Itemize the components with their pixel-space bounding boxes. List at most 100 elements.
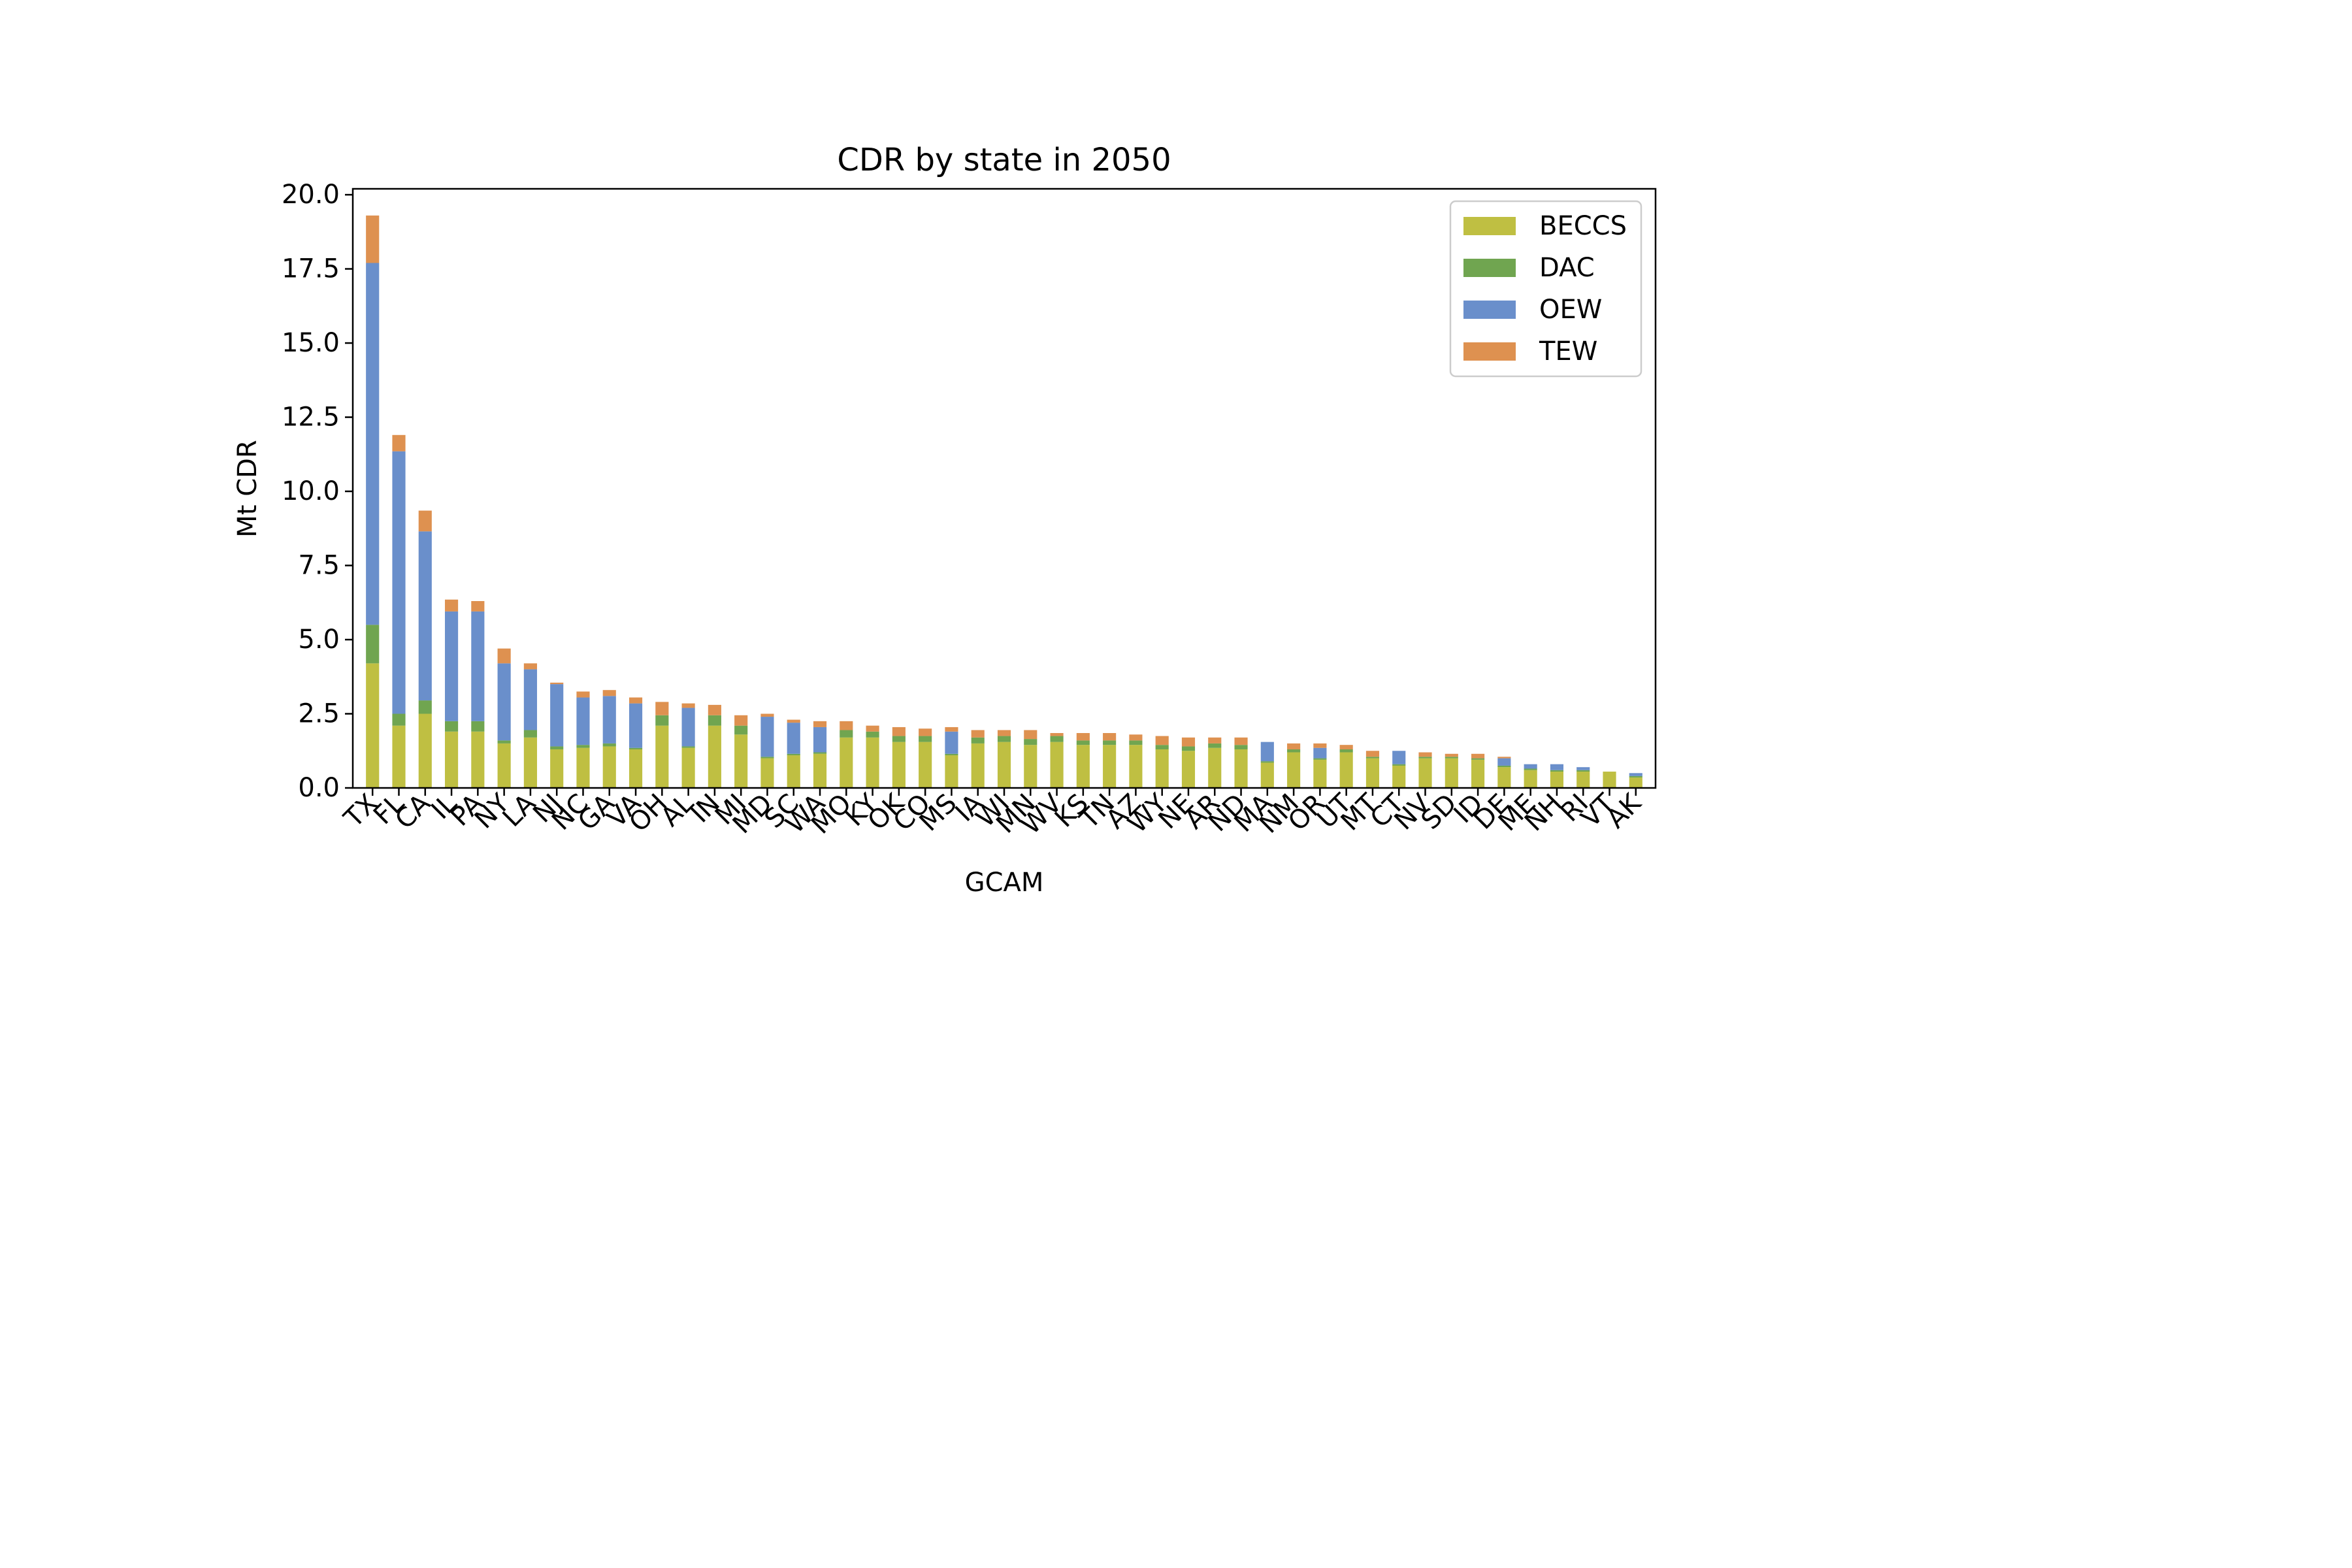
bar-segment-tew-wy	[1155, 736, 1169, 745]
bar-segment-oew-md	[760, 717, 774, 757]
bar-stacks	[366, 215, 1642, 788]
bar-segment-beccs-ga	[602, 746, 616, 788]
bar-segment-dac-ma	[1260, 761, 1274, 763]
bar-segment-dac-nj	[550, 746, 564, 749]
bar-segment-dac-me	[1524, 768, 1537, 770]
bar-segment-tew-tn	[1103, 733, 1117, 741]
x-axis-label: GCAM	[965, 868, 1044, 898]
bar-segment-tew-ar	[1208, 737, 1222, 743]
legend-label-oew: OEW	[1539, 295, 1602, 325]
bar-segment-beccs-mt	[1365, 758, 1380, 788]
bar-segment-tew-sc	[787, 719, 800, 723]
bar-segment-dac-sd	[1445, 757, 1458, 759]
y-tick-label: 5.0	[298, 625, 340, 655]
bar-segment-beccs-az	[1129, 745, 1143, 788]
bar-segment-beccs-tn	[1103, 745, 1117, 788]
bar-segment-tew-ca	[418, 510, 432, 532]
bar-segment-dac-wa	[813, 752, 827, 754]
bar-segment-dac-il	[444, 721, 459, 732]
bar-segment-oew-wa	[813, 727, 827, 753]
bar-segment-beccs-ia	[971, 743, 985, 788]
bar-segment-beccs-wy	[1155, 749, 1169, 788]
bar-segment-beccs-il	[444, 731, 459, 788]
y-tick-label: 15.0	[282, 328, 340, 358]
bar-segment-tew-mo	[840, 721, 853, 730]
bar-segment-tew-ny	[497, 648, 511, 664]
bar-segment-beccs-ms	[945, 755, 958, 788]
bar-segment-oew-de	[1497, 758, 1511, 766]
bar-segment-tew-fl	[392, 434, 406, 451]
bar-segment-oew-pa	[471, 611, 485, 721]
bar-segment-tew-ne	[1181, 737, 1196, 747]
bar-segment-dac-mo	[840, 730, 853, 738]
bar-segment-oew-fl	[392, 451, 406, 714]
bar-segment-beccs-me	[1524, 770, 1537, 788]
bar-segment-beccs-al	[681, 747, 695, 788]
bar-segment-tew-ga	[602, 690, 616, 696]
bar-segment-dac-fl	[392, 713, 406, 726]
y-axis-ticks: 0.0 2.5 5.0 7.5 10.0 12.5 15.0 17.5 20.0	[282, 180, 353, 803]
bar-segment-beccs-md	[760, 758, 774, 788]
bar-segment-dac-oh	[655, 715, 669, 726]
legend-swatch-beccs	[1463, 217, 1516, 235]
legend: BECCS DAC OEW TEW	[1449, 200, 1642, 378]
bar-segment-dac-wi	[997, 736, 1011, 742]
bar-segment-dac-ga	[602, 743, 616, 747]
bar-segment-oew-ny	[497, 663, 511, 741]
bar-segment-beccs-ct	[1392, 765, 1406, 788]
bar-segment-tew-mi	[734, 715, 748, 726]
bar-segment-dac-la	[523, 730, 537, 738]
bar-segment-oew-ct	[1392, 751, 1406, 764]
bar-segment-beccs-mi	[734, 734, 748, 788]
bar-segment-oew-la	[523, 669, 537, 730]
bar-segment-oew-il	[444, 611, 459, 721]
bar-segment-tew-wa	[813, 721, 827, 727]
bar-segment-tew-id	[1471, 753, 1485, 759]
bar-segment-beccs-nj	[550, 749, 564, 788]
bar-segment-tew-nd	[1234, 737, 1248, 745]
bar-segment-beccs-de	[1497, 767, 1511, 788]
bar-segment-dac-ok	[892, 736, 906, 742]
bar-segment-dac-ut	[1339, 749, 1353, 753]
bar-segment-beccs-nm	[1287, 752, 1301, 788]
bar-segment-beccs-tx	[366, 663, 380, 788]
bar-segment-tew-ms	[945, 727, 958, 732]
bar-segment-tew-ut	[1339, 745, 1353, 749]
bar-segment-oew-ca	[418, 531, 432, 701]
y-tick-label: 20.0	[282, 180, 340, 210]
bar-segment-dac-al	[681, 746, 695, 748]
bar-segment-beccs-ne	[1181, 751, 1196, 788]
bar-segment-beccs-nv	[1418, 758, 1432, 788]
bar-segment-tew-mn	[1024, 730, 1037, 740]
bar-segment-beccs-pa	[471, 731, 485, 788]
bar-segment-beccs-nh	[1550, 772, 1564, 788]
bar-segment-tew-va	[629, 697, 643, 704]
bar-segment-beccs-oh	[655, 725, 669, 788]
bar-segment-oew-nj	[550, 684, 564, 747]
bar-segment-beccs-ut	[1339, 752, 1353, 788]
bar-segment-tew-mt	[1365, 751, 1380, 757]
bar-segment-beccs-wi	[997, 742, 1011, 788]
bar-segment-dac-ks	[1076, 740, 1090, 745]
bar-segment-dac-ky	[866, 731, 879, 738]
bar-segment-tew-sd	[1445, 753, 1458, 757]
bar-segment-tew-wv	[1050, 733, 1064, 736]
bar-segment-dac-or	[1313, 758, 1327, 760]
bar-segment-dac-ms	[945, 753, 958, 756]
bar-segment-dac-ca	[418, 700, 432, 714]
plot-frame	[351, 188, 1657, 789]
bar-segment-oew-ms	[945, 731, 958, 754]
bar-segment-dac-id	[1471, 758, 1485, 760]
chart-title: CDR by state in 2050	[837, 142, 1171, 178]
bar-segment-dac-mt	[1365, 757, 1380, 759]
bar-segment-tew-or	[1313, 743, 1327, 748]
bar-segment-dac-ri	[1576, 770, 1590, 772]
bar-segment-dac-md	[760, 757, 774, 759]
y-tick-label: 10.0	[282, 476, 340, 506]
y-tick-label: 12.5	[282, 402, 340, 433]
bar-segment-oew-ga	[602, 696, 616, 743]
y-axis-label: Mt CDR	[233, 440, 263, 537]
bar-segment-beccs-nc	[576, 747, 590, 788]
bar-segment-dac-pa	[471, 721, 485, 732]
